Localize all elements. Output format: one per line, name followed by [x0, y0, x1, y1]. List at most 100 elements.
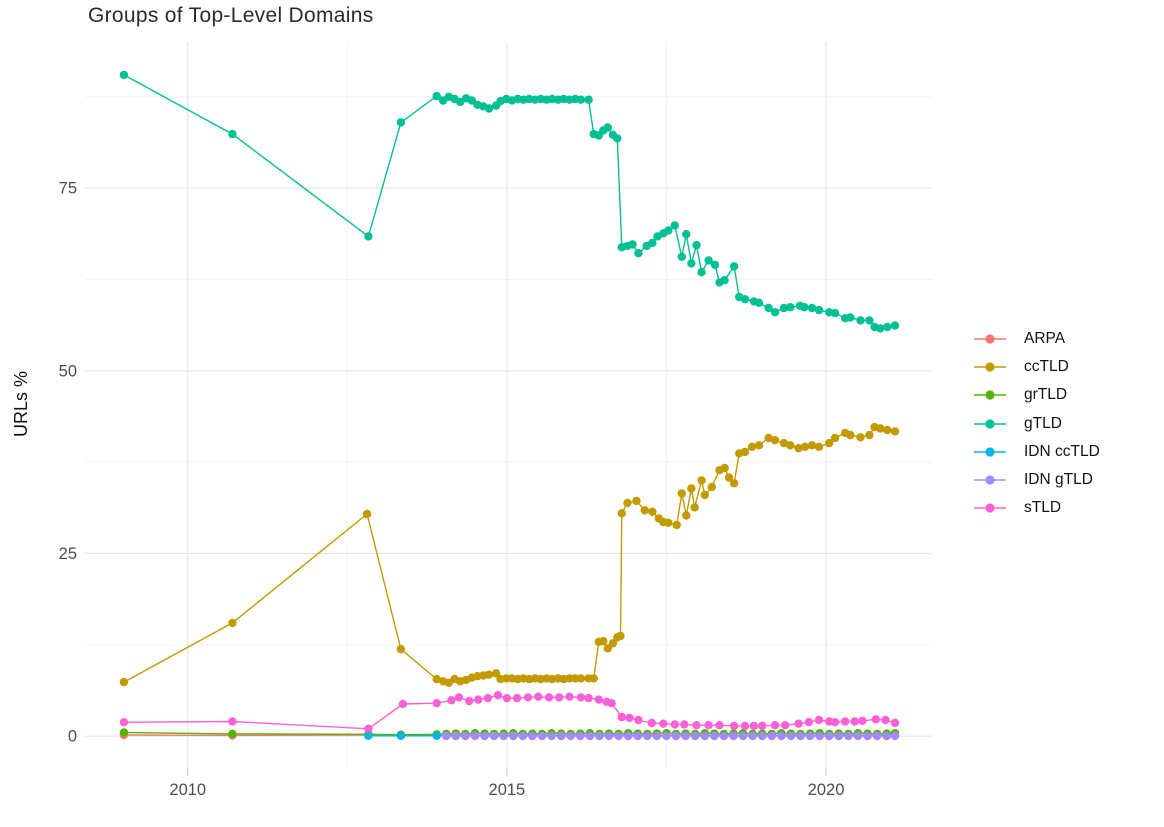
series-sTLD-point	[584, 693, 593, 703]
series-sTLD-point	[625, 713, 634, 723]
series-IDN-gTLD-point	[786, 731, 796, 741]
series-IDN-gTLD-point	[853, 731, 863, 741]
series-gTLD-point	[807, 303, 817, 313]
legend-label: IDN gTLD	[1024, 471, 1093, 489]
series-IDN-gTLD-point	[825, 731, 834, 741]
legend-item-gTLD: gTLD	[972, 410, 1100, 438]
series-sTLD-point	[794, 719, 803, 728]
series-ccTLD-point	[707, 482, 716, 492]
legend-key-ARPA	[974, 334, 1006, 344]
series-IDN-gTLD-point	[585, 731, 595, 741]
legend-label: sTLD	[1024, 499, 1062, 517]
series-gTLD-point	[603, 123, 612, 132]
legend-item-ARPA: ARPA	[972, 325, 1100, 353]
series-IDN-gTLD-point	[451, 731, 460, 741]
legend-label: ccTLD	[1024, 358, 1069, 376]
legend-key-point	[985, 362, 995, 372]
series-gTLD-point	[814, 305, 824, 315]
series-ccTLD-point	[617, 509, 626, 518]
series-sTLD-point	[454, 693, 464, 702]
series-gTLD-point	[856, 316, 865, 325]
series-gTLD	[119, 70, 900, 333]
series-gTLD-point	[754, 298, 764, 307]
series-ccTLD-point	[856, 433, 865, 442]
series-IDN-gTLD-point	[461, 731, 470, 741]
legend: ARPA ccTLD grTLD gTLD IDN ccTLD IDN gTLD sTLD	[972, 325, 1100, 522]
series-ccTLD-point	[576, 674, 586, 683]
series-ccTLD-point	[794, 444, 803, 453]
series-sTLD-point	[770, 721, 780, 730]
series-gTLD-point	[720, 276, 729, 285]
series-ccTLD-point	[228, 618, 237, 628]
series-gTLD-line	[123, 74, 896, 330]
series-gTLD-point	[704, 256, 713, 265]
series-sTLD-point	[749, 721, 759, 731]
series-IDN-gTLD-point	[796, 731, 805, 741]
series-ccTLD-point	[720, 463, 729, 473]
series-gTLD-point	[584, 95, 593, 104]
series-IDN-gTLD-point	[758, 731, 767, 741]
series-ccTLD-point	[697, 476, 706, 485]
axes: 2010 2015 2020 0 25 50 75	[59, 180, 845, 799]
series-sTLD-point	[502, 693, 512, 703]
series-sTLD-point	[647, 718, 656, 728]
series-ccTLD-point	[814, 442, 824, 451]
series-gTLD-point	[890, 321, 900, 330]
series-ccTLD-point	[764, 433, 773, 443]
series-gTLD-point	[682, 230, 691, 239]
y-axis-tick-label-75: 75	[59, 180, 77, 198]
series-gTLD-point	[830, 308, 840, 318]
legend-key-point	[985, 419, 995, 429]
series-sTLD-point	[659, 719, 668, 728]
legend-key-point	[985, 475, 995, 485]
series-gTLD-point	[396, 118, 406, 127]
series-sTLD-point	[534, 692, 543, 701]
legend-label: IDN ccTLD	[1024, 442, 1100, 460]
series-gTLD-point	[648, 238, 657, 248]
series-sTLD-point	[555, 693, 564, 702]
series-IDN-gTLD-point	[604, 731, 614, 741]
series-IDN-gTLD-point	[509, 731, 518, 741]
series-ccTLD-point	[687, 484, 696, 493]
series-sTLD-point	[680, 720, 689, 729]
legend-item-grTLD: grTLD	[972, 381, 1100, 409]
series-sTLD-point	[607, 699, 616, 708]
legend-key-point	[985, 390, 995, 401]
series-IDN-gTLD-point	[863, 731, 872, 741]
series-IDN-gTLD-point	[662, 731, 671, 741]
series-IDN-gTLD-point	[710, 731, 719, 741]
series-IDN-gTLD-point	[528, 731, 537, 741]
series-sTLD-point	[858, 716, 867, 725]
series-sTLD-point	[881, 715, 890, 725]
series-IDN-gTLD-point	[890, 731, 900, 741]
series-IDN-gTLD-point	[748, 731, 757, 741]
series-ccTLD-point	[729, 479, 739, 488]
series-ccTLD	[119, 422, 900, 687]
series-ccTLD-point	[599, 636, 608, 646]
series-ccTLD-point	[589, 674, 598, 683]
series-gTLD-point	[576, 95, 586, 104]
series-ccTLD-point	[677, 489, 686, 498]
series-sTLD-point	[704, 721, 713, 730]
series-ccTLD-point	[682, 511, 691, 520]
legend-key-sTLD	[974, 503, 1006, 513]
legend-key-IDN-ccTLD	[974, 447, 1006, 457]
series-IDN-gTLD-point	[777, 731, 786, 741]
series-ccTLD-point	[890, 427, 900, 436]
series-gTLD-point	[119, 70, 129, 80]
series-gTLD-point	[467, 96, 476, 105]
series-IDN-ccTLD-point	[396, 731, 406, 740]
series-IDN-gTLD-point	[576, 731, 585, 741]
series-gTLD-point	[786, 303, 795, 312]
series-sTLD-point	[841, 717, 850, 726]
series-IDN-gTLD-point	[518, 731, 528, 741]
series-IDN-gTLD-point	[671, 731, 681, 741]
series-gTLD-point	[484, 104, 494, 113]
series-sTLD-point	[512, 693, 522, 703]
series-sTLD-point	[692, 721, 701, 730]
series-gTLD-point	[697, 268, 706, 277]
series-ccTLD-point	[865, 430, 874, 440]
series-gTLD-point	[740, 295, 750, 304]
series-sTLD-point	[781, 721, 790, 730]
